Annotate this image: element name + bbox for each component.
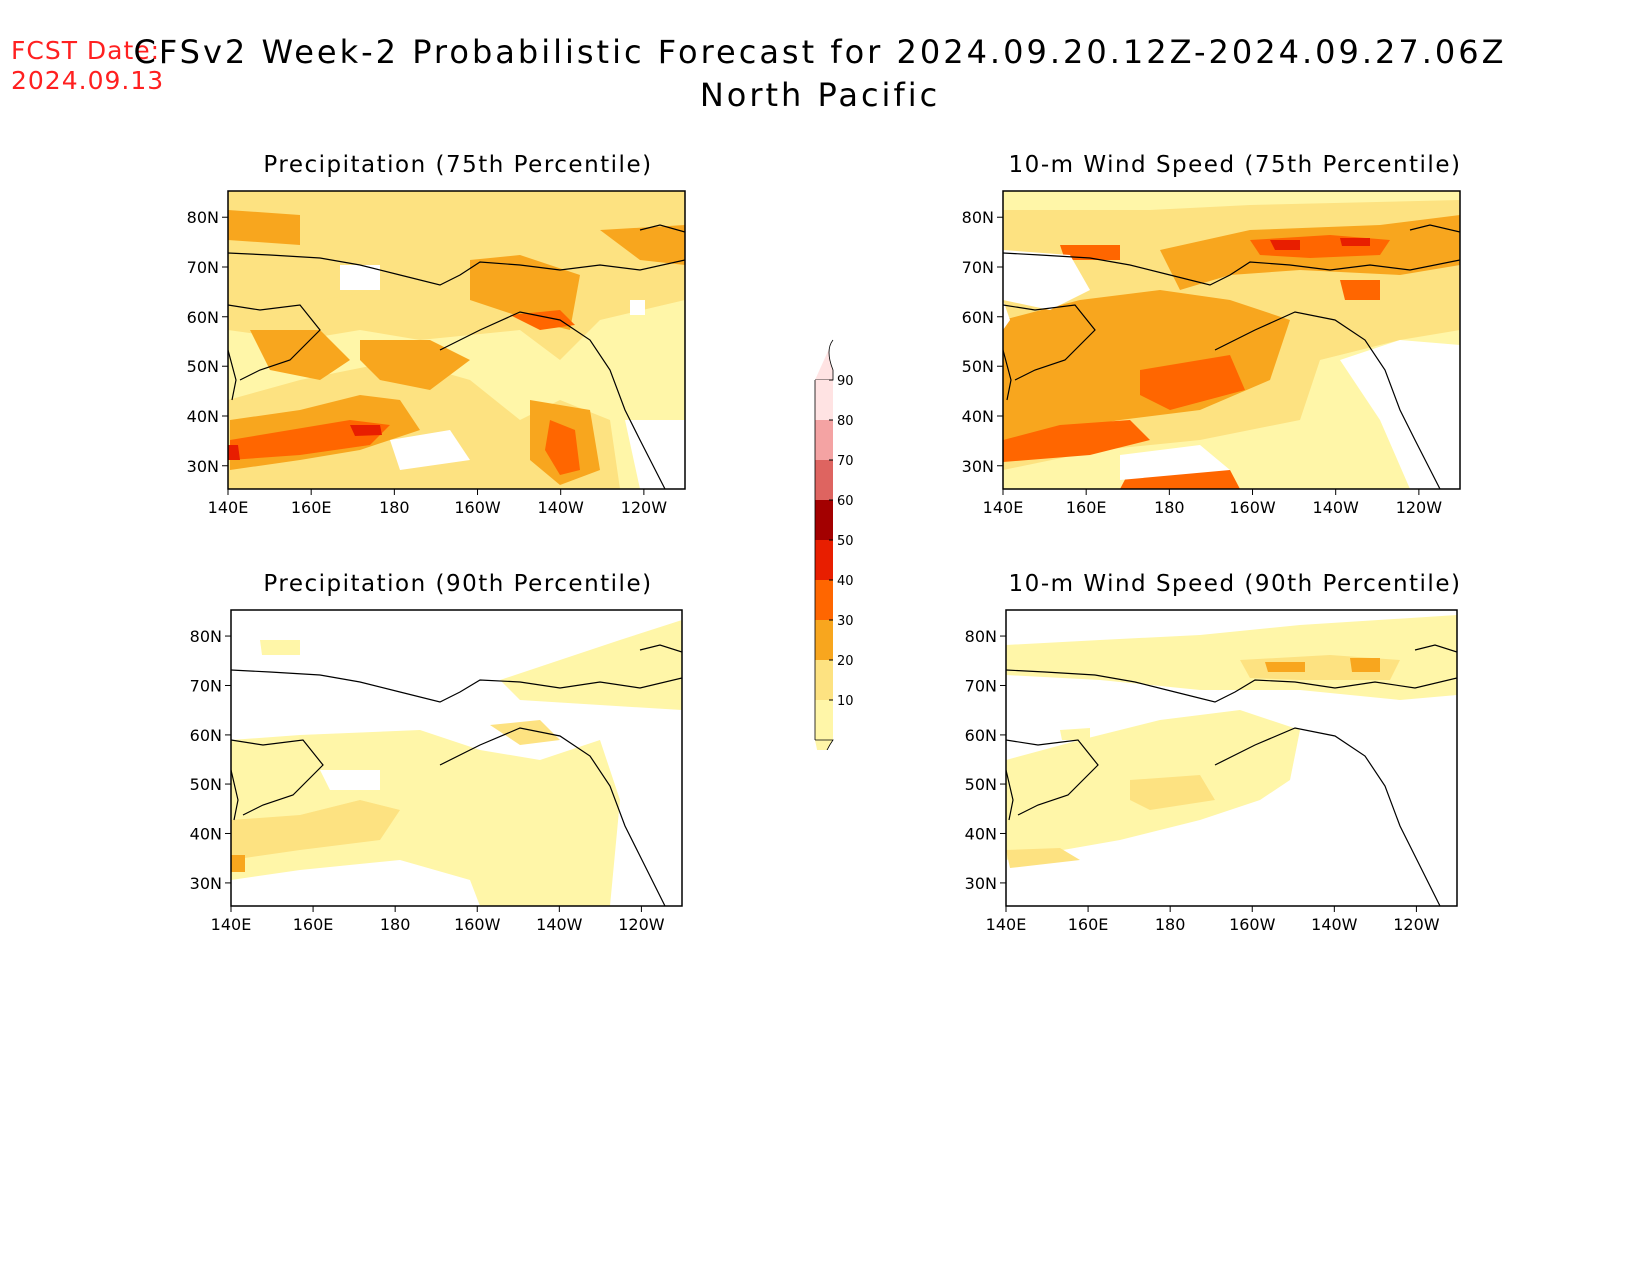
wind-90-field bbox=[1006, 610, 1457, 906]
colorbar-label-40: 40 bbox=[837, 574, 854, 589]
wind-75-frame bbox=[1002, 190, 1461, 490]
fcst-date: 2024.09.13 bbox=[11, 66, 165, 95]
colorbar-label-60: 60 bbox=[837, 494, 854, 509]
colorbar-label-20: 20 bbox=[837, 654, 854, 669]
colorbar-label-70: 70 bbox=[837, 454, 854, 469]
main-title: CFSv2 Week-2 Probabilistic Forecast for … bbox=[133, 33, 1507, 71]
fcst-label: FCST Date: bbox=[11, 36, 161, 65]
panel-title-precip-90: Precipitation (90th Percentile) bbox=[263, 571, 653, 597]
precip-90-field bbox=[231, 610, 682, 906]
colorbar-label-80: 80 bbox=[837, 414, 854, 429]
precip-75-frame bbox=[227, 190, 686, 490]
colorbar-label-50: 50 bbox=[837, 534, 854, 549]
colorbar: 90 80 70 60 50 40 30 20 10 bbox=[814, 339, 854, 750]
colorbar-swatch-90 bbox=[815, 380, 833, 420]
precip-75-field bbox=[228, 191, 685, 489]
region-title: North Pacific bbox=[699, 76, 941, 114]
colorbar-label-90: 90 bbox=[837, 374, 854, 389]
colorbar-label-10: 10 bbox=[837, 694, 854, 709]
colorbar-swatch-60 bbox=[815, 500, 833, 540]
precip-90-coastlines bbox=[231, 644, 682, 906]
colorbar-swatch-30 bbox=[815, 620, 833, 660]
panel-title-wind-75: 10-m Wind Speed (75th Percentile) bbox=[1008, 152, 1462, 178]
colorbar-swatch-10 bbox=[815, 700, 833, 740]
colorbar-top-cap bbox=[815, 339, 834, 381]
colorbar-swatch-40 bbox=[815, 580, 833, 620]
colorbar-swatch-70 bbox=[815, 460, 833, 500]
panel-title-wind-90: 10-m Wind Speed (90th Percentile) bbox=[1008, 571, 1462, 597]
wind-90-coastlines bbox=[1006, 644, 1457, 906]
panel-title-precip-75: Precipitation (75th Percentile) bbox=[263, 152, 653, 178]
colorbar-swatch-80 bbox=[815, 420, 833, 460]
wind-75-field bbox=[1003, 191, 1460, 489]
colorbar-label-30: 30 bbox=[837, 614, 854, 629]
precip-90-frame bbox=[230, 609, 683, 907]
colorbar-bottom-cap bbox=[815, 739, 834, 750]
fcst-date-label: FCST Date: 2024.09.13 bbox=[11, 36, 164, 96]
precip-75-coastlines bbox=[228, 224, 685, 489]
colorbar-swatch-50 bbox=[815, 540, 833, 580]
colorbar-swatch-20 bbox=[815, 660, 833, 700]
wind-90-frame bbox=[1005, 609, 1458, 907]
wind-75-coastlines bbox=[1003, 224, 1460, 489]
